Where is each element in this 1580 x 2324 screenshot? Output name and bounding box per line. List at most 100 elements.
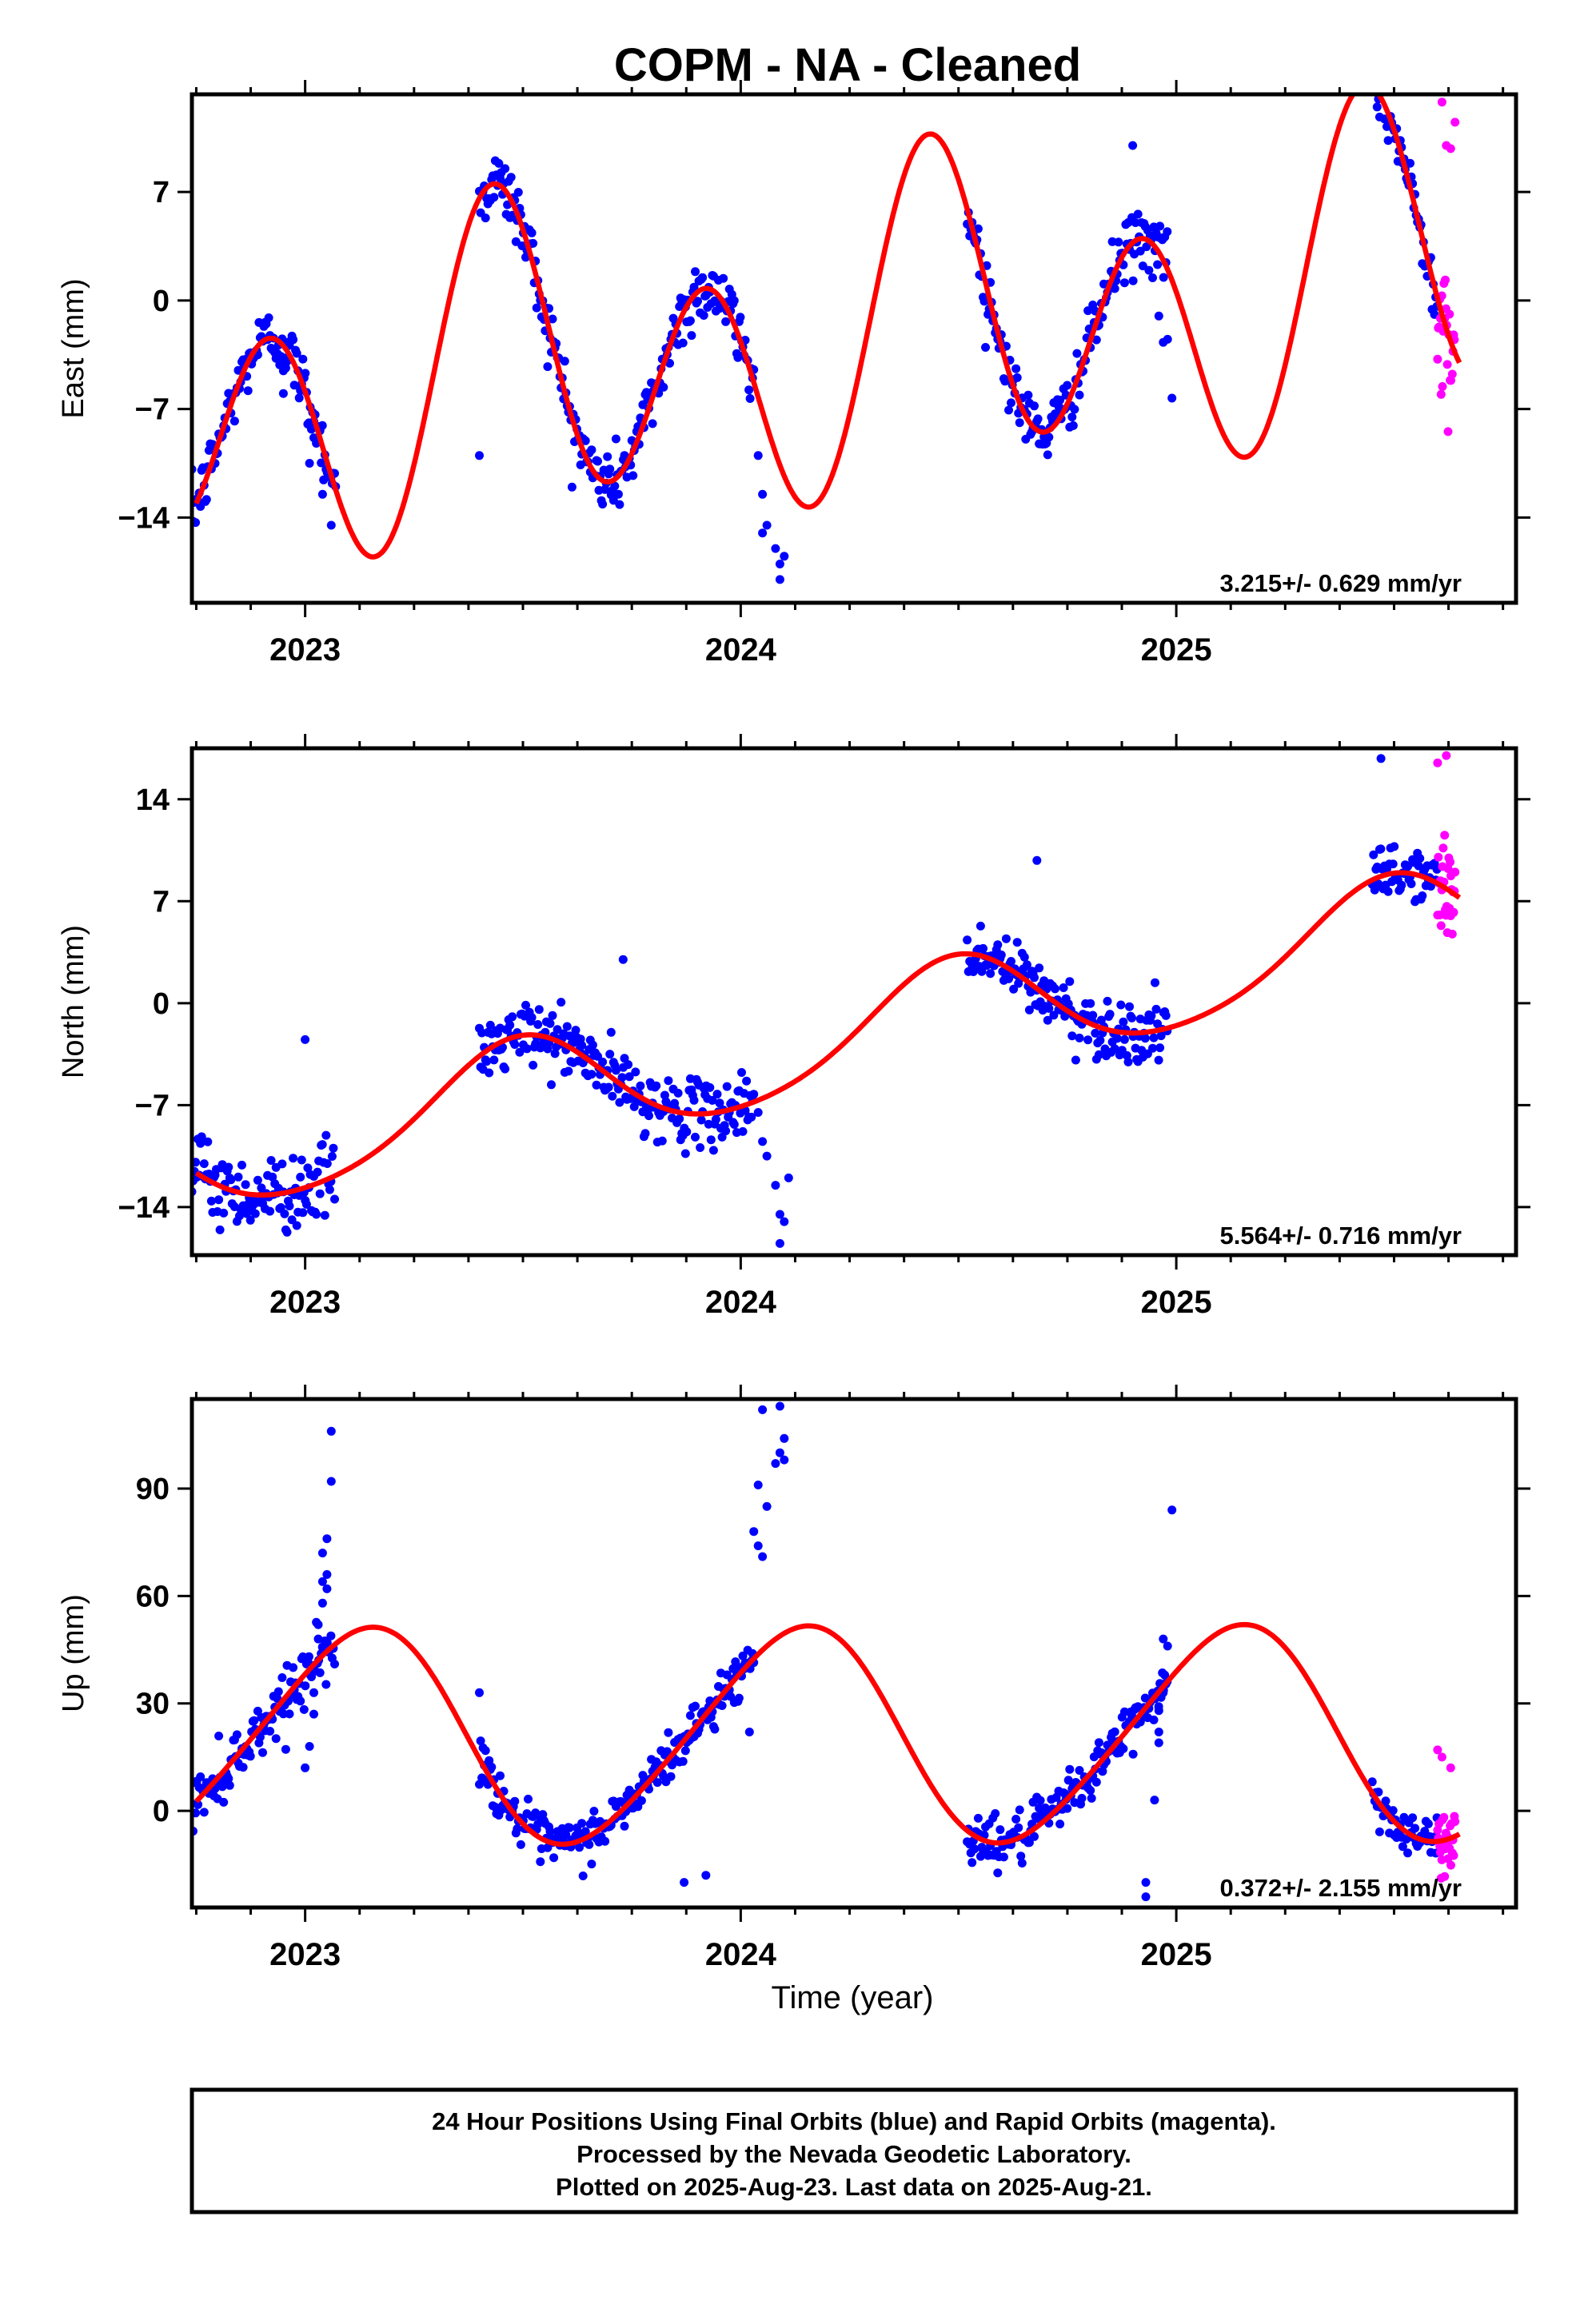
final-orbit-point — [1077, 1793, 1087, 1803]
final-orbit-point — [560, 357, 569, 366]
final-orbit-point — [292, 349, 301, 358]
rapid-orbit-point — [1435, 911, 1445, 919]
x-tick-label: 2023 — [269, 1285, 341, 1320]
final-orbit-point — [285, 1709, 294, 1719]
final-orbit-point — [289, 381, 299, 390]
x-tick-label: 2023 — [269, 632, 341, 668]
final-orbit-point — [265, 1206, 275, 1216]
final-orbit-point — [771, 544, 780, 553]
final-orbit-point — [738, 1651, 748, 1660]
final-orbit-point — [1116, 1000, 1126, 1010]
final-orbit-point — [508, 1012, 517, 1022]
final-orbit-point — [771, 1181, 780, 1190]
final-orbit-point — [1009, 984, 1019, 994]
rapid-orbit-point — [1433, 758, 1442, 767]
final-orbit-point — [696, 1115, 706, 1125]
final-orbit-point — [192, 1808, 201, 1818]
final-orbit-point — [320, 1210, 329, 1220]
final-orbit-point — [1144, 265, 1154, 275]
final-orbit-point — [510, 1796, 520, 1806]
final-orbit-point — [1087, 1793, 1096, 1803]
final-orbit-point — [226, 1175, 236, 1185]
final-orbit-point — [758, 489, 768, 499]
final-orbit-point — [1094, 1738, 1103, 1748]
final-orbit-point — [1159, 337, 1168, 347]
final-orbit-point — [680, 1149, 690, 1158]
velocity-annotation: 0.372+/- 2.155 mm/yr — [1220, 1874, 1462, 1902]
final-orbit-point — [1390, 842, 1399, 851]
final-orbit-point — [1012, 373, 1022, 382]
panels: 2023 2024 2025 −14 −7 0 7 East (mm) 3.215+/- 0.6… — [57, 80, 1530, 2015]
final-orbit-point — [312, 1210, 321, 1219]
final-orbit-point — [1159, 273, 1168, 282]
final-orbit-point — [225, 1780, 234, 1790]
final-orbit-point — [758, 1137, 768, 1146]
final-orbit-point — [753, 1481, 763, 1489]
final-orbit-point — [1094, 1050, 1103, 1059]
final-orbit-point — [192, 1158, 201, 1167]
final-orbit-point — [282, 1227, 292, 1237]
final-orbit-point — [977, 967, 987, 976]
final-orbit-point — [289, 1154, 298, 1163]
final-orbit-point — [721, 1126, 731, 1136]
final-orbit-point — [1032, 855, 1042, 865]
final-orbit-point — [624, 1072, 634, 1082]
rapid-orbit-point — [1446, 1763, 1455, 1772]
final-orbit-point — [1075, 1033, 1084, 1042]
final-orbit-point — [219, 1797, 229, 1807]
final-orbit-point — [1167, 1505, 1177, 1515]
plot-frame — [190, 746, 1518, 1258]
final-orbit-point — [1163, 1641, 1172, 1651]
final-orbit-point — [297, 1155, 306, 1165]
final-orbit-point — [1154, 1738, 1163, 1748]
final-orbit-point — [1043, 450, 1052, 460]
final-orbit-point — [326, 520, 336, 530]
final-orbit-point — [775, 575, 784, 584]
final-orbit-point — [1408, 1813, 1418, 1823]
final-orbit-point — [1119, 1744, 1128, 1753]
final-orbit-point — [264, 313, 273, 322]
rapid-orbit-point — [1438, 843, 1448, 853]
final-orbit-point — [567, 482, 577, 492]
final-orbit-point — [199, 1808, 209, 1817]
final-orbit-point — [1369, 850, 1379, 859]
final-orbit-point — [557, 998, 566, 1007]
final-orbit-point — [475, 451, 484, 460]
final-orbit-point — [476, 1736, 485, 1746]
final-orbit-point — [481, 1746, 490, 1756]
final-orbit-point — [644, 1111, 653, 1121]
final-orbit-point — [717, 1701, 727, 1710]
rapid-orbit-point — [1446, 1860, 1455, 1870]
final-orbit-point — [1119, 1017, 1128, 1026]
final-orbit-point — [1072, 349, 1082, 358]
rapid-orbit-point — [1442, 360, 1452, 369]
final-orbit-point — [747, 1112, 756, 1122]
y-tick-label: 7 — [153, 176, 170, 209]
final-orbit-point — [301, 369, 310, 378]
rapid-orbit-point — [1436, 389, 1446, 399]
final-orbit-point — [317, 1577, 327, 1586]
final-orbit-point — [588, 1040, 597, 1050]
final-orbit-point — [1403, 1848, 1412, 1858]
final-orbit-point — [494, 158, 504, 168]
final-orbit-point — [506, 173, 516, 182]
final-orbit-point — [715, 1098, 724, 1108]
final-orbit-point — [547, 1080, 556, 1090]
final-orbit-point — [1119, 278, 1129, 288]
final-orbit-point — [571, 1026, 581, 1035]
final-orbit-point — [589, 1807, 599, 1816]
y-tick-label: −7 — [135, 393, 170, 427]
final-orbit-point — [1125, 1002, 1134, 1011]
x-tick-label: 2023 — [269, 1937, 341, 1972]
final-orbit-point — [289, 1663, 298, 1672]
final-orbit-point — [1067, 413, 1077, 422]
final-orbit-point — [313, 1634, 323, 1644]
final-orbit-point — [536, 1857, 545, 1867]
final-orbit-point — [524, 1794, 533, 1804]
final-orbit-point — [1091, 1028, 1100, 1038]
final-orbit-point — [482, 1057, 492, 1066]
final-orbit-point — [628, 471, 638, 480]
footer-frame — [190, 2087, 1518, 2214]
final-orbit-point — [529, 1060, 538, 1070]
final-orbit-point — [687, 331, 696, 341]
